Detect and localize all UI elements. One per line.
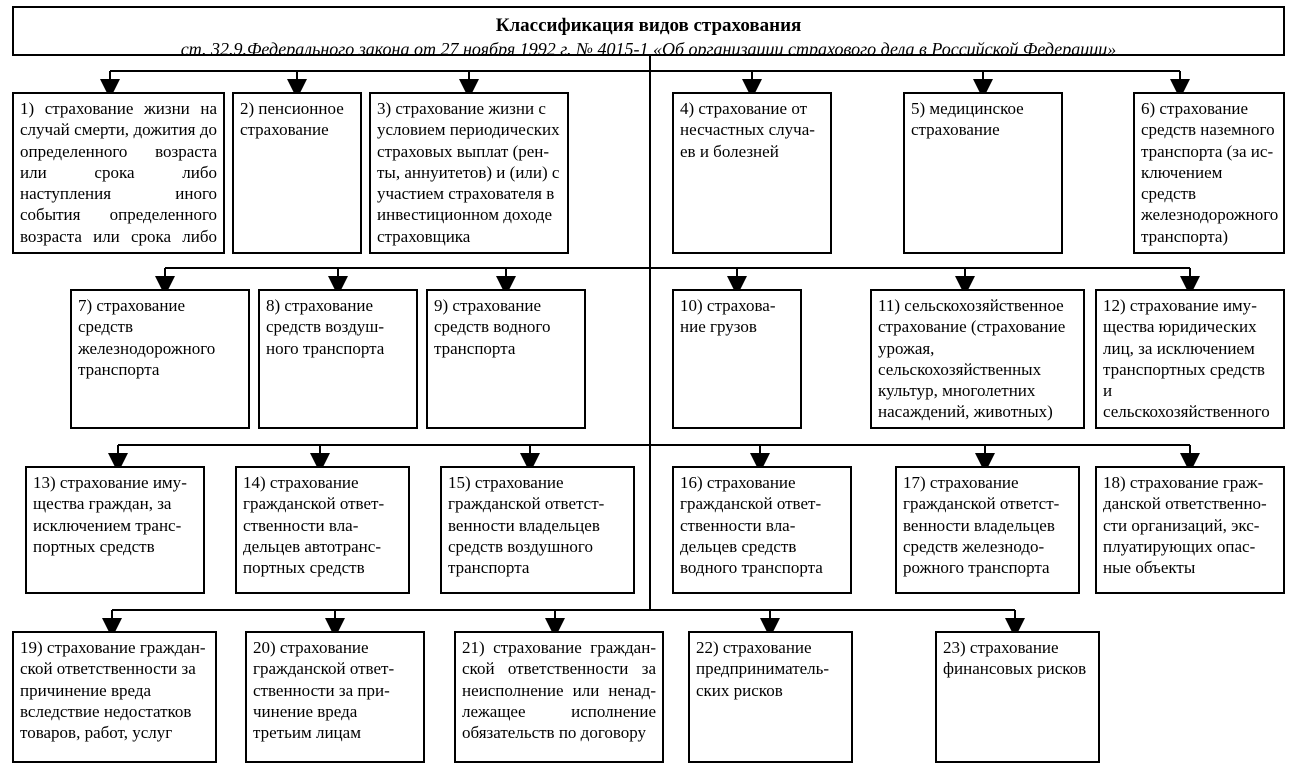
node-7: 7) страхование средств железнодорожного …	[70, 289, 250, 429]
header-title: Классификация видов страхования	[20, 14, 1277, 38]
node-2: 2) пенсионное страхование	[232, 92, 362, 254]
node-16: 16) страхование гражданской ответ­ственн…	[672, 466, 852, 594]
node-18: 18) страхование граж­данской ответственн…	[1095, 466, 1285, 594]
node-3: 3) страхование жизни с условием периодич…	[369, 92, 569, 254]
node-17: 17) страхование гражданской ответст­венн…	[895, 466, 1080, 594]
node-9: 9) страхование средств водного транспорт…	[426, 289, 586, 429]
node-13: 13) страхование иму­щества граждан, за и…	[25, 466, 205, 594]
node-19: 19) страхование граждан­ской ответственн…	[12, 631, 217, 763]
header-subtitle: ст. 32.9.Федерального закона от 27 ноябр…	[20, 38, 1277, 56]
header-box: Классификация видов страхования ст. 32.9…	[12, 6, 1285, 56]
node-6: 6) страхование средств наземного транспо…	[1133, 92, 1285, 254]
node-1: 1) страхование жизни на случай смерти, д…	[12, 92, 225, 254]
node-12: 12) страхование иму­щества юридических л…	[1095, 289, 1285, 429]
node-4: 4) страхование от несчастных случа­ев и …	[672, 92, 832, 254]
node-21: 21) страхование граждан­ской ответственн…	[454, 631, 664, 763]
diagram-canvas: Классификация видов страхования ст. 32.9…	[0, 0, 1297, 773]
node-8: 8) страхование средств воздуш­ного транс…	[258, 289, 418, 429]
node-22: 22) страхование предприниматель­ских рис…	[688, 631, 853, 763]
node-20: 20) страхование гражданской ответ­ственн…	[245, 631, 425, 763]
node-5: 5) медицинское страхование	[903, 92, 1063, 254]
node-10: 10) страхова­ние грузов	[672, 289, 802, 429]
node-15: 15) страхование гражданской ответст­венн…	[440, 466, 635, 594]
node-14: 14) страхование гражданской ответ­ственн…	[235, 466, 410, 594]
node-23: 23) страхование финансовых рисков	[935, 631, 1100, 763]
node-11: 11) сельскохозяйственное страхование (ст…	[870, 289, 1085, 429]
